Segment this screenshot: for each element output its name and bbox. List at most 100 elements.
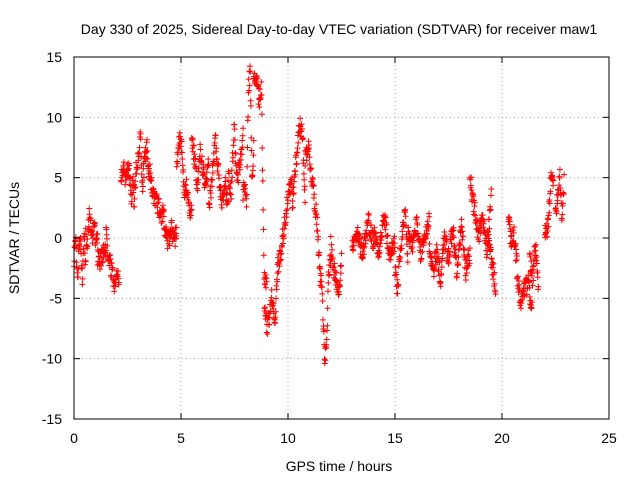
data-point bbox=[337, 277, 344, 284]
data-point bbox=[382, 212, 389, 219]
data-point bbox=[231, 126, 238, 133]
data-point bbox=[527, 297, 534, 304]
data-point bbox=[295, 139, 302, 146]
data-point bbox=[560, 191, 567, 198]
data-point bbox=[160, 213, 167, 220]
data-point bbox=[280, 232, 287, 239]
data-point bbox=[197, 146, 204, 153]
data-point bbox=[402, 213, 409, 220]
data-point bbox=[216, 175, 223, 182]
data-point bbox=[395, 281, 402, 288]
data-point bbox=[245, 113, 252, 120]
data-point bbox=[322, 357, 329, 364]
data-point bbox=[99, 258, 106, 265]
data-point bbox=[268, 286, 275, 293]
data-point bbox=[144, 155, 151, 162]
data-point bbox=[190, 142, 197, 149]
data-point bbox=[213, 145, 220, 152]
data-point bbox=[424, 230, 431, 237]
data-point bbox=[235, 171, 242, 178]
data-point bbox=[337, 270, 344, 277]
data-point bbox=[258, 78, 265, 85]
grid-lines bbox=[74, 57, 609, 419]
y-tick-label: 10 bbox=[46, 109, 62, 125]
data-point bbox=[425, 222, 432, 229]
data-point bbox=[247, 97, 254, 104]
data-point bbox=[250, 152, 257, 159]
data-point bbox=[179, 149, 186, 156]
data-point bbox=[435, 266, 442, 273]
data-point bbox=[472, 212, 479, 219]
data-point bbox=[240, 197, 247, 204]
data-point bbox=[487, 192, 494, 199]
data-point bbox=[218, 204, 225, 211]
data-point bbox=[123, 177, 130, 184]
data-point bbox=[445, 259, 452, 266]
data-point bbox=[488, 255, 495, 262]
data-point bbox=[245, 76, 252, 83]
data-point bbox=[246, 87, 253, 94]
data-point bbox=[449, 232, 456, 239]
data-point bbox=[328, 241, 335, 248]
data-point bbox=[433, 241, 440, 248]
data-point bbox=[559, 200, 566, 207]
data-point bbox=[313, 211, 320, 218]
data-point bbox=[368, 222, 375, 229]
data-point bbox=[76, 241, 83, 248]
data-point bbox=[483, 254, 490, 261]
data-point bbox=[284, 206, 291, 213]
data-point bbox=[438, 270, 445, 277]
data-point bbox=[431, 265, 438, 272]
data-point bbox=[197, 141, 204, 148]
data-point bbox=[399, 228, 406, 235]
data-point bbox=[94, 230, 101, 237]
data-point bbox=[266, 321, 273, 328]
data-point bbox=[517, 297, 524, 304]
data-point bbox=[262, 284, 269, 291]
data-point bbox=[205, 156, 212, 163]
data-point bbox=[189, 135, 196, 142]
data-point bbox=[528, 304, 535, 311]
data-point bbox=[274, 278, 281, 285]
data-point bbox=[445, 245, 452, 252]
data-point bbox=[394, 276, 401, 283]
data-point bbox=[226, 170, 233, 177]
data-point bbox=[286, 181, 293, 188]
data-point bbox=[450, 234, 457, 241]
data-point bbox=[473, 216, 480, 223]
data-point bbox=[173, 233, 180, 240]
data-point bbox=[473, 220, 480, 227]
data-point bbox=[395, 263, 402, 270]
data-point bbox=[278, 243, 285, 250]
data-point bbox=[314, 214, 321, 221]
data-point bbox=[375, 254, 382, 261]
data-point bbox=[259, 145, 266, 152]
data-point bbox=[194, 187, 201, 194]
data-point bbox=[449, 226, 456, 233]
data-point bbox=[129, 177, 136, 184]
data-point bbox=[545, 223, 552, 230]
data-point bbox=[315, 233, 322, 240]
data-point bbox=[179, 162, 186, 169]
data-point bbox=[173, 224, 180, 231]
data-point bbox=[489, 264, 496, 271]
data-point bbox=[433, 261, 440, 268]
data-point bbox=[462, 277, 469, 284]
data-point bbox=[272, 314, 279, 321]
data-point bbox=[146, 161, 153, 168]
data-point bbox=[188, 212, 195, 219]
data-point bbox=[299, 135, 306, 142]
data-point bbox=[360, 254, 367, 261]
data-point bbox=[108, 259, 115, 266]
data-point bbox=[263, 278, 270, 285]
data-point bbox=[448, 240, 455, 247]
y-tick-label: -10 bbox=[42, 351, 62, 367]
data-point bbox=[274, 270, 281, 277]
data-point bbox=[254, 74, 261, 81]
data-point bbox=[163, 223, 170, 230]
data-point bbox=[509, 227, 516, 234]
data-point bbox=[155, 196, 162, 203]
data-point bbox=[194, 179, 201, 186]
data-point bbox=[84, 243, 91, 250]
data-point bbox=[422, 235, 429, 242]
